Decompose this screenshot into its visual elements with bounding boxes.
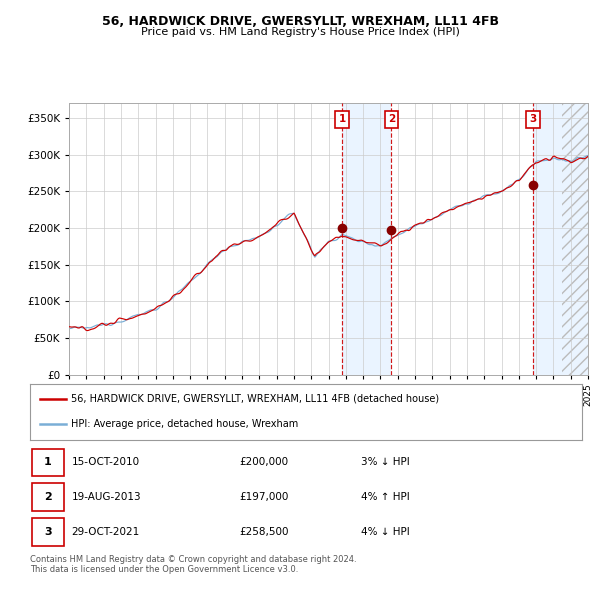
Text: 3: 3 (530, 114, 537, 124)
FancyBboxPatch shape (32, 483, 64, 511)
Text: 4% ↑ HPI: 4% ↑ HPI (361, 492, 410, 502)
Text: 1: 1 (338, 114, 346, 124)
Text: 29-OCT-2021: 29-OCT-2021 (71, 527, 140, 537)
Bar (562, 103, 588, 375)
FancyBboxPatch shape (32, 519, 64, 546)
Text: 3: 3 (44, 527, 52, 537)
Bar (533, 103, 588, 375)
Text: Price paid vs. HM Land Registry's House Price Index (HPI): Price paid vs. HM Land Registry's House … (140, 27, 460, 37)
Text: 56, HARDWICK DRIVE, GWERSYLLT, WREXHAM, LL11 4FB: 56, HARDWICK DRIVE, GWERSYLLT, WREXHAM, … (101, 15, 499, 28)
Text: £258,500: £258,500 (240, 527, 289, 537)
Text: £200,000: £200,000 (240, 457, 289, 467)
Text: HPI: Average price, detached house, Wrexham: HPI: Average price, detached house, Wrex… (71, 419, 299, 430)
Text: 2: 2 (44, 492, 52, 502)
Text: This data is licensed under the Open Government Licence v3.0.: This data is licensed under the Open Gov… (30, 565, 298, 574)
Text: 15-OCT-2010: 15-OCT-2010 (71, 457, 140, 467)
Bar (342, 103, 391, 375)
Text: 3% ↓ HPI: 3% ↓ HPI (361, 457, 410, 467)
Text: 2: 2 (388, 114, 395, 124)
Text: Contains HM Land Registry data © Crown copyright and database right 2024.: Contains HM Land Registry data © Crown c… (30, 555, 356, 563)
Text: 4% ↓ HPI: 4% ↓ HPI (361, 527, 410, 537)
FancyBboxPatch shape (32, 448, 64, 476)
Text: £197,000: £197,000 (240, 492, 289, 502)
Text: 19-AUG-2013: 19-AUG-2013 (71, 492, 141, 502)
Text: 1: 1 (44, 457, 52, 467)
Text: 56, HARDWICK DRIVE, GWERSYLLT, WREXHAM, LL11 4FB (detached house): 56, HARDWICK DRIVE, GWERSYLLT, WREXHAM, … (71, 394, 440, 404)
